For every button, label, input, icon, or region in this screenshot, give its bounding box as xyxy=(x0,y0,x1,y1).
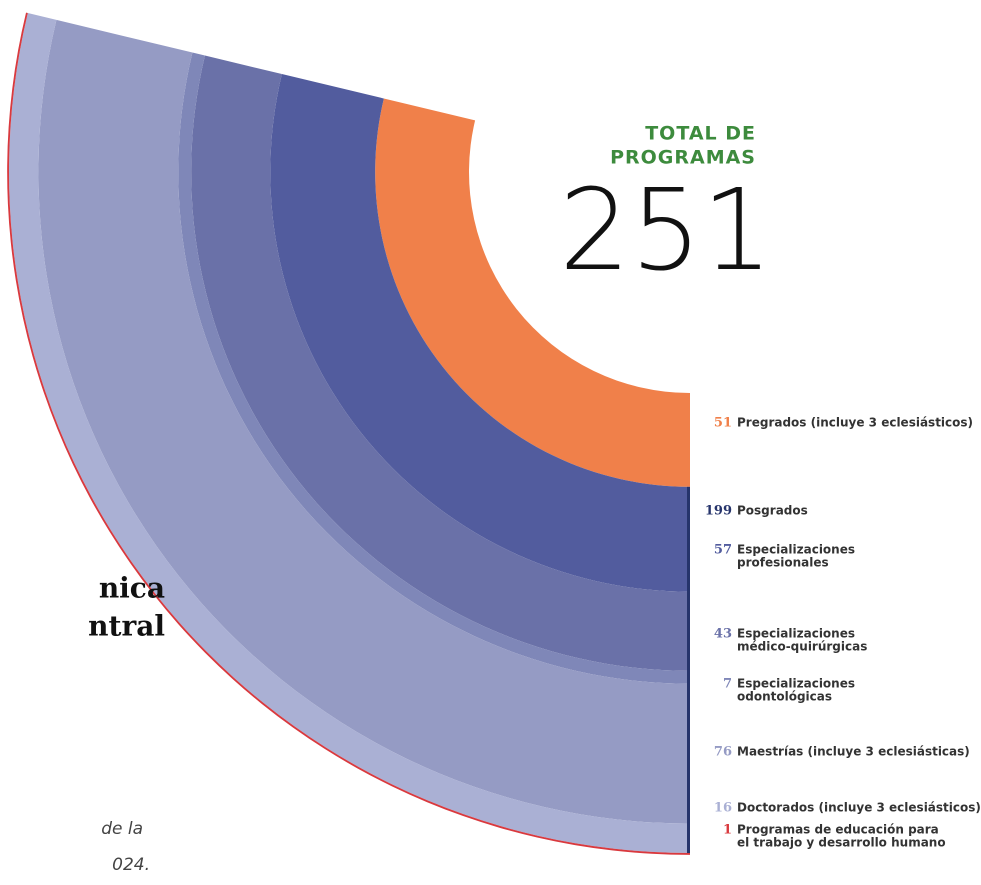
value-label: 1 xyxy=(723,823,732,838)
category-label: Doctorados (incluye 3 eclesiásticos) xyxy=(737,801,981,815)
subtotal-label: Posgrados xyxy=(737,504,808,518)
total-label: TOTAL DE xyxy=(645,123,756,145)
ring xyxy=(270,74,690,592)
subtotal-value: 199 xyxy=(705,504,732,519)
ring xyxy=(375,98,690,487)
category-label: médico-quirúrgicas xyxy=(737,640,867,654)
category-label: Especializaciones xyxy=(737,627,855,641)
value-label: 43 xyxy=(714,627,732,642)
fragment: de la xyxy=(101,819,143,839)
ring xyxy=(191,55,690,671)
total-label: PROGRAMAS xyxy=(610,147,756,169)
category-label: Especializaciones xyxy=(737,677,855,691)
value-label: 76 xyxy=(714,745,732,760)
category-label: Maestrías (incluye 3 eclesiásticas) xyxy=(737,745,970,759)
category-label: Pregrados (incluye 3 eclesiásticos) xyxy=(737,416,973,430)
total-value: 251 xyxy=(559,166,773,296)
value-label: 51 xyxy=(714,416,732,431)
fragment: 024. xyxy=(112,855,150,875)
category-label: profesionales xyxy=(737,556,829,570)
category-label: odontológicas xyxy=(737,690,832,704)
category-label: el trabajo y desarrollo humano xyxy=(737,836,946,850)
category-label: Especializaciones xyxy=(737,543,855,557)
fragment: ntral xyxy=(88,610,165,643)
value-label: 16 xyxy=(714,801,732,816)
value-label: 57 xyxy=(714,543,732,558)
fragment: nica xyxy=(99,572,165,605)
ring xyxy=(38,19,690,824)
category-label: Programas de educación para xyxy=(737,823,939,837)
value-label: 7 xyxy=(723,677,732,692)
